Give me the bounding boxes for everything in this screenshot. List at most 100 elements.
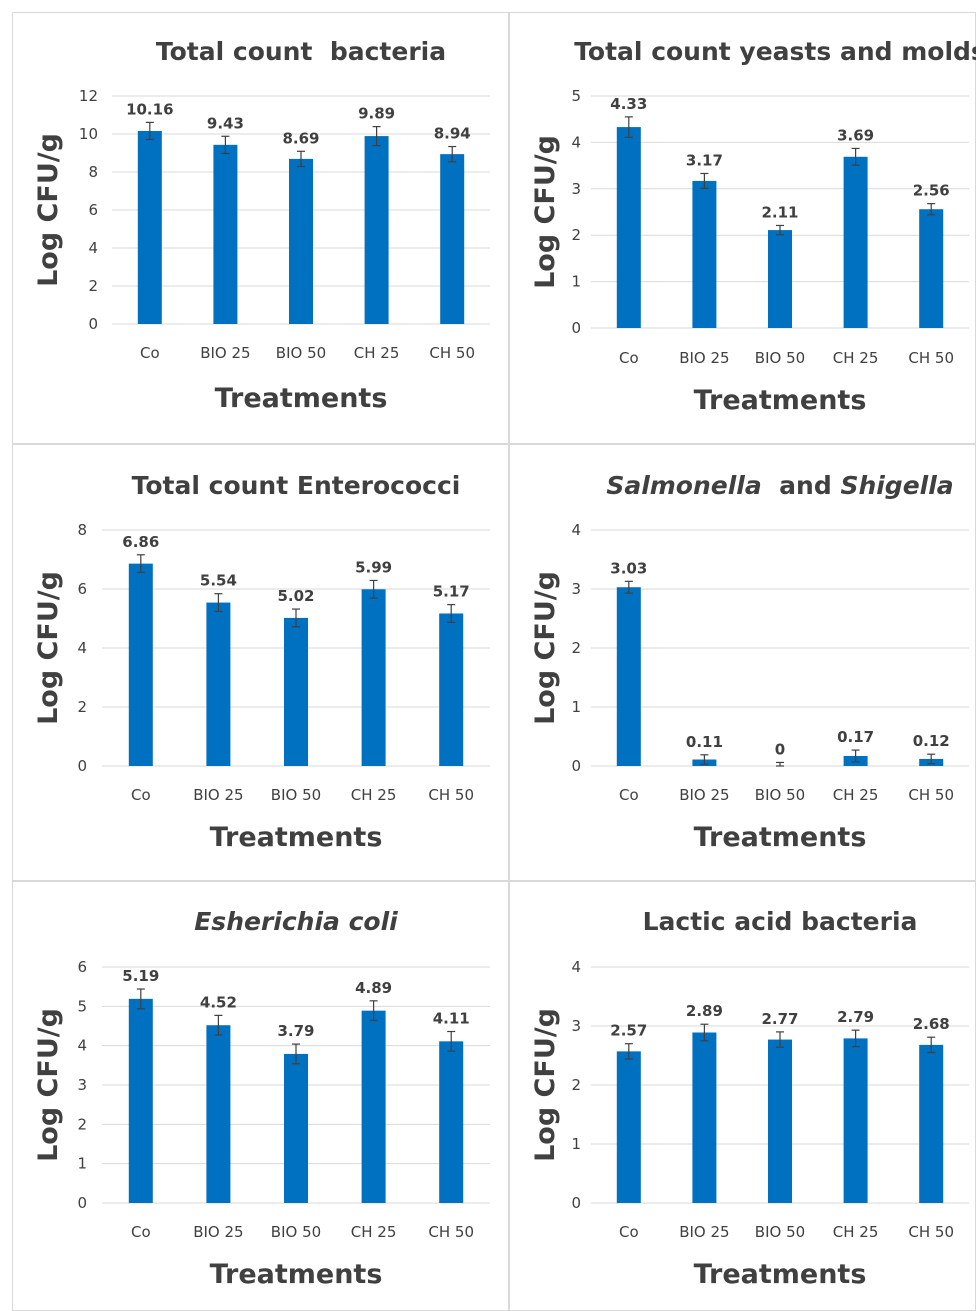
bar <box>206 602 231 766</box>
x-tick-label: BIO 25 <box>679 349 729 367</box>
y-tick-label: 0 <box>571 1194 581 1212</box>
bar <box>768 1039 792 1203</box>
bar <box>440 154 465 324</box>
error-bar <box>927 203 936 216</box>
x-axis-title: Treatments <box>215 383 388 414</box>
x-tick-label: BIO 50 <box>755 786 805 804</box>
y-tick-label: 2 <box>77 1115 87 1133</box>
x-tick-label: CH 50 <box>429 344 475 362</box>
panel-border <box>12 12 509 444</box>
x-tick-label: CH 50 <box>428 1223 474 1241</box>
y-tick-label: 4 <box>77 1037 87 1055</box>
value-label: 5.99 <box>355 558 392 576</box>
y-axis-title: Log CFU/g <box>530 1008 561 1162</box>
y-tick-label: 1 <box>571 1135 581 1153</box>
value-label: 5.02 <box>277 587 314 605</box>
chart-title-part: and <box>762 471 841 500</box>
y-tick-label: 3 <box>571 580 581 598</box>
y-tick-label: 0 <box>77 757 87 775</box>
error-bar <box>214 593 223 613</box>
x-tick-label: CH 25 <box>833 349 879 367</box>
y-tick-label: 5 <box>571 87 581 105</box>
y-tick-label: 8 <box>77 521 87 539</box>
y-tick-label: 6 <box>88 201 98 219</box>
bar <box>284 1053 308 1203</box>
error-bar <box>927 753 936 765</box>
x-tick-label: Co <box>131 1223 151 1241</box>
bar <box>137 130 162 324</box>
error-bar <box>369 579 378 599</box>
bar <box>692 180 717 328</box>
y-tick-label: 3 <box>571 180 581 198</box>
chart-svg: Lactic acid bacteria 0 1 2 3 4 2.57 Co 2.89 BIO 2… <box>509 881 976 1311</box>
error-bar <box>624 1043 633 1060</box>
error-bar <box>297 150 305 168</box>
chart-title-part: Salmonella <box>606 471 761 500</box>
y-tick-label: 2 <box>571 639 581 657</box>
y-tick-label: 4 <box>571 133 581 151</box>
x-tick-label: BIO 50 <box>276 344 326 362</box>
y-tick-label: 0 <box>88 315 98 333</box>
value-label: 9.89 <box>358 105 395 123</box>
panel-border <box>509 444 976 881</box>
x-tick-label: CH 25 <box>833 786 879 804</box>
panel-border <box>12 881 509 1311</box>
chart-lactic-acid-bacteria: Lactic acid bacteria 0 1 2 3 4 2.57 Co 2.89 BIO 2… <box>509 881 976 1311</box>
chart-title: Total count bacteria <box>156 37 446 66</box>
error-bar <box>700 172 709 189</box>
error-bar <box>136 988 145 1010</box>
y-tick-label: 2 <box>571 226 581 244</box>
value-label: 2.77 <box>761 1010 798 1028</box>
chart-svg: Esherichia coli 0 1 2 3 4 5 6 5.19 Co 4.52 BIO 25 3.… <box>12 881 509 1311</box>
y-axis-title: Log CFU/g <box>530 571 561 725</box>
value-label: 2.79 <box>837 1008 874 1026</box>
y-tick-label: 1 <box>77 1155 87 1173</box>
chart-title-part: Shigella <box>840 471 953 500</box>
value-label: 0 <box>775 740 785 758</box>
chart-svg: Total count yeasts and molds 0 1 2 3 4 5 4.33 Co… <box>509 12 976 444</box>
value-label: 0.11 <box>686 733 723 751</box>
value-label: 4.89 <box>355 979 392 997</box>
x-tick-label: Co <box>131 786 151 804</box>
x-axis-title: Treatments <box>694 822 867 853</box>
value-label: 4.33 <box>610 95 647 113</box>
value-label: 2.68 <box>913 1015 950 1033</box>
value-label: 2.56 <box>913 182 950 200</box>
x-axis-title: Treatments <box>694 385 867 416</box>
error-bar <box>776 1031 784 1048</box>
x-tick-label: CH 50 <box>908 349 954 367</box>
x-tick-label: BIO 25 <box>679 1223 729 1241</box>
error-bar <box>292 608 300 628</box>
chart-title: Total count Enterococci <box>132 471 461 500</box>
y-tick-label: 4 <box>88 239 98 257</box>
y-tick-label: 1 <box>571 273 581 291</box>
x-tick-label: Co <box>140 344 160 362</box>
error-bar <box>136 554 145 574</box>
x-tick-label: CH 50 <box>908 1223 954 1241</box>
value-label: 4.11 <box>433 1010 470 1028</box>
chart-title: Esherichia coli <box>194 907 398 936</box>
bar <box>843 156 868 328</box>
panel-border <box>509 881 976 1311</box>
value-label: 5.17 <box>433 583 470 601</box>
error-bar <box>145 121 154 141</box>
x-axis-title: Treatments <box>210 822 383 853</box>
y-tick-label: 6 <box>77 958 87 976</box>
chart-title: Total count yeasts and molds <box>574 37 976 66</box>
x-tick-label: Co <box>619 786 639 804</box>
error-bar <box>776 761 784 767</box>
y-tick-label: 8 <box>88 163 98 181</box>
bar <box>616 127 641 328</box>
bar <box>364 136 389 324</box>
x-tick-label: CH 50 <box>908 786 954 804</box>
chart-title: Salmonella and Shigella <box>606 471 953 500</box>
error-bar <box>624 116 633 138</box>
error-bar <box>369 1000 378 1022</box>
value-label: 5.54 <box>200 572 237 590</box>
x-tick-label: Co <box>619 349 639 367</box>
x-axis-title: Treatments <box>210 1259 383 1290</box>
y-axis-title: Log CFU/g <box>530 135 561 289</box>
x-tick-label: CH 25 <box>351 786 397 804</box>
value-label: 3.03 <box>610 559 647 577</box>
